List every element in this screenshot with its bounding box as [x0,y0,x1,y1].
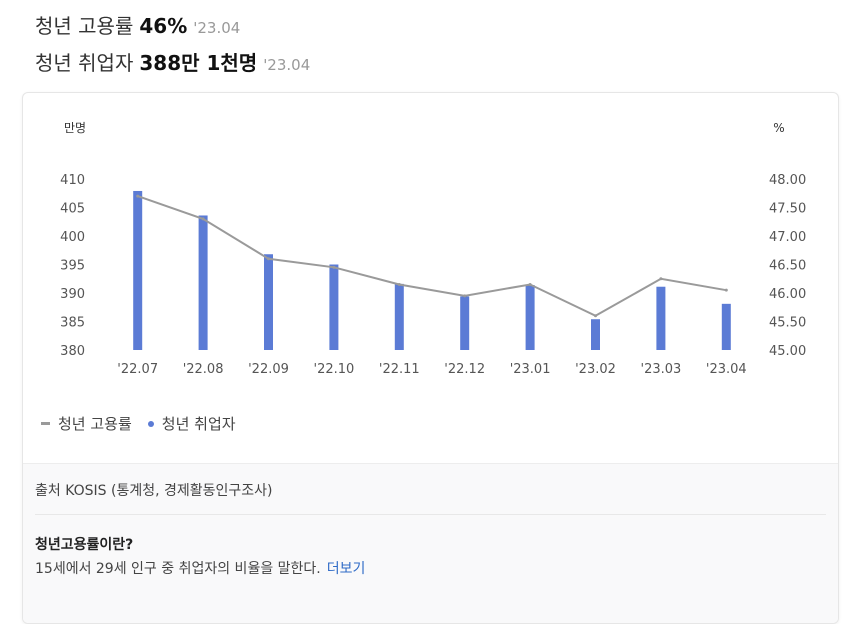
legend-label: 청년 취업자 [161,415,236,433]
bar [329,264,339,350]
y-right-tick-label: 48.00 [769,173,806,188]
y-left-tick-label: 400 [60,230,85,245]
y-right-tick-label: 45.50 [769,316,806,331]
bar [133,190,143,350]
line-series [137,195,727,317]
headline-label: 청년 고용률 [35,14,134,38]
x-tick-label: '23.03 [641,362,682,377]
bar [460,296,470,350]
y-right-tick-label: 46.50 [769,259,806,274]
headline-value: 388만 1천명 [139,51,258,75]
y-left-tick-label: 395 [60,259,85,274]
x-tick-label: '23.04 [706,362,747,377]
line-point [528,282,532,286]
headline-employment-rate: 청년 고용률 46% '23.04 [35,10,240,39]
line-point [332,265,336,269]
source-text: 출처 KOSIS (통계청, 경제활동인구조사) [35,483,273,499]
y-left-tick-label: 380 [60,344,85,359]
info-section: 출처 KOSIS (통계청, 경제활동인구조사) 청년고용률이란? 15세에서 … [23,463,838,623]
line-point [136,194,140,198]
definition-text-row: 15세에서 29세 인구 중 취업자의 비율을 말한다. 더보기 [35,558,365,578]
combo-chart: 만명 % 410 405 400 395 390 385 380 48.00 47.50 47.00 4… [60,121,806,377]
headline-date: '23.04 [193,19,241,37]
legend-item-employment-rate[interactable]: 청년 고용률 [41,413,132,434]
y-right-tick-label: 47.00 [769,230,806,245]
x-tick-label: '22.09 [248,362,289,377]
bar [394,283,404,350]
line-point [659,277,663,281]
legend-line-swatch [41,422,50,425]
bar [721,303,731,350]
definition-title: 청년고용률이란? [35,537,134,553]
legend-item-employed[interactable]: 청년 취업자 [147,413,236,434]
bar [264,254,273,350]
legend-dot-swatch [147,420,154,427]
y-left-tick-label: 385 [60,316,85,331]
x-tick-label: '22.12 [444,362,485,377]
line-point [201,217,205,221]
divider [35,514,826,515]
chart-legend: 청년 고용률 청년 취업자 [41,413,252,434]
y-left-tick-label: 405 [60,202,85,217]
y-right-tick-label: 47.50 [769,202,806,217]
headline-value: 46% [139,14,188,38]
line-point [267,257,270,261]
x-tick-label: '23.01 [510,362,551,377]
line-point [594,314,597,318]
legend-label: 청년 고용률 [58,415,132,433]
line-point [724,288,728,292]
x-tick-label: '22.11 [379,362,420,377]
headline-employed: 청년 취업자 388만 1천명 '23.04 [35,47,310,76]
line-point [463,294,467,298]
x-tick-label: '23.02 [575,362,616,377]
y-left-tick-label: 410 [60,173,85,188]
bar [656,286,666,350]
y-right-unit: % [773,121,784,135]
more-link[interactable]: 더보기 [326,561,366,577]
line-point [397,282,401,286]
bar [591,319,600,350]
x-tick-label: '22.10 [314,362,355,377]
bar [525,285,535,350]
chart-card: 만명% 410 405 400 395 390 385 380 48.00 47.50 47.00 4… [22,92,839,624]
headline-label: 청년 취업자 [35,51,134,75]
y-right-tick-label: 46.00 [769,287,806,302]
definition-text: 15세에서 29세 인구 중 취업자의 비율을 말한다. [35,561,321,577]
bar [198,215,208,350]
y-right-tick-label: 45.00 [769,344,806,359]
y-left-tick-label: 390 [60,287,85,302]
y-left-unit: 만명 [64,121,86,135]
x-tick-label: '22.08 [183,362,224,377]
x-tick-label: '22.07 [117,362,158,377]
headline-date: '23.04 [263,56,311,74]
